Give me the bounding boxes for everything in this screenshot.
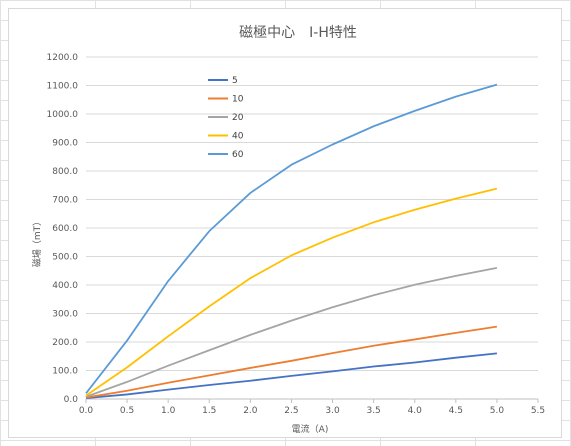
legend-label-60: 60 [232,150,244,160]
y-tick-label: 0.0 [64,395,79,405]
y-tick-label: 900.0 [52,139,78,149]
x-axis-label: 電流（A) [292,423,329,435]
y-tick-label: 1100.0 [47,82,79,92]
chart-area[interactable] [8,8,562,438]
y-tick-label: 600.0 [52,224,78,234]
series-line-20[interactable] [85,267,498,398]
x-tick-label: 2.5 [284,406,298,416]
x-tick-label: 3.0 [325,406,340,416]
y-axis-label: 磁場（mT） [31,217,43,267]
x-tick-label: 4.5 [449,406,463,416]
x-tick-label: 1.0 [161,406,176,416]
x-tick-label: 1.5 [202,406,216,416]
series-line-40[interactable] [85,187,498,397]
y-tick-label: 700.0 [52,196,78,206]
series-line-5[interactable] [85,352,498,400]
x-tick-labels: 0.0 0.5 1.0 1.5 2.0 2.5 3.0 3.5 4.0 4.5 5.0 5.5 [79,406,545,416]
legend-label-40: 40 [232,132,244,142]
x-tick-label: 2.0 [243,406,258,416]
legend-label-20: 20 [232,113,244,123]
series-line-10[interactable] [85,325,498,399]
chart-title: 磁極中心 I-H特性 [239,25,357,41]
x-tick-label: 0.0 [79,406,94,416]
y-tick-label: 200.0 [52,338,78,348]
legend: 5 10 20 40 60 [208,76,244,160]
series-line-60[interactable] [85,83,498,394]
x-tick-label: 5.0 [490,406,505,416]
y-tick-label: 300.0 [52,310,78,320]
y-tick-labels: 0.0 100.0 200.0 300.0 400.0 500.0 600.0 700.0 80… [47,53,79,405]
y-tick-label: 100.0 [52,367,78,377]
x-tick-label: 4.0 [408,406,423,416]
x-tick-label: 0.5 [120,406,134,416]
y-tick-label: 1000.0 [47,110,79,120]
gridlines [85,56,539,403]
y-tick-label: 800.0 [52,167,78,177]
legend-label-5: 5 [232,76,238,86]
y-tick-label: 1200.0 [47,53,79,63]
x-tick-label: 3.5 [366,406,380,416]
x-tick-label: 5.5 [531,406,545,416]
y-tick-label: 400.0 [52,281,78,291]
legend-label-10: 10 [232,95,244,105]
y-tick-label: 500.0 [52,253,78,263]
series-lines [85,83,498,400]
